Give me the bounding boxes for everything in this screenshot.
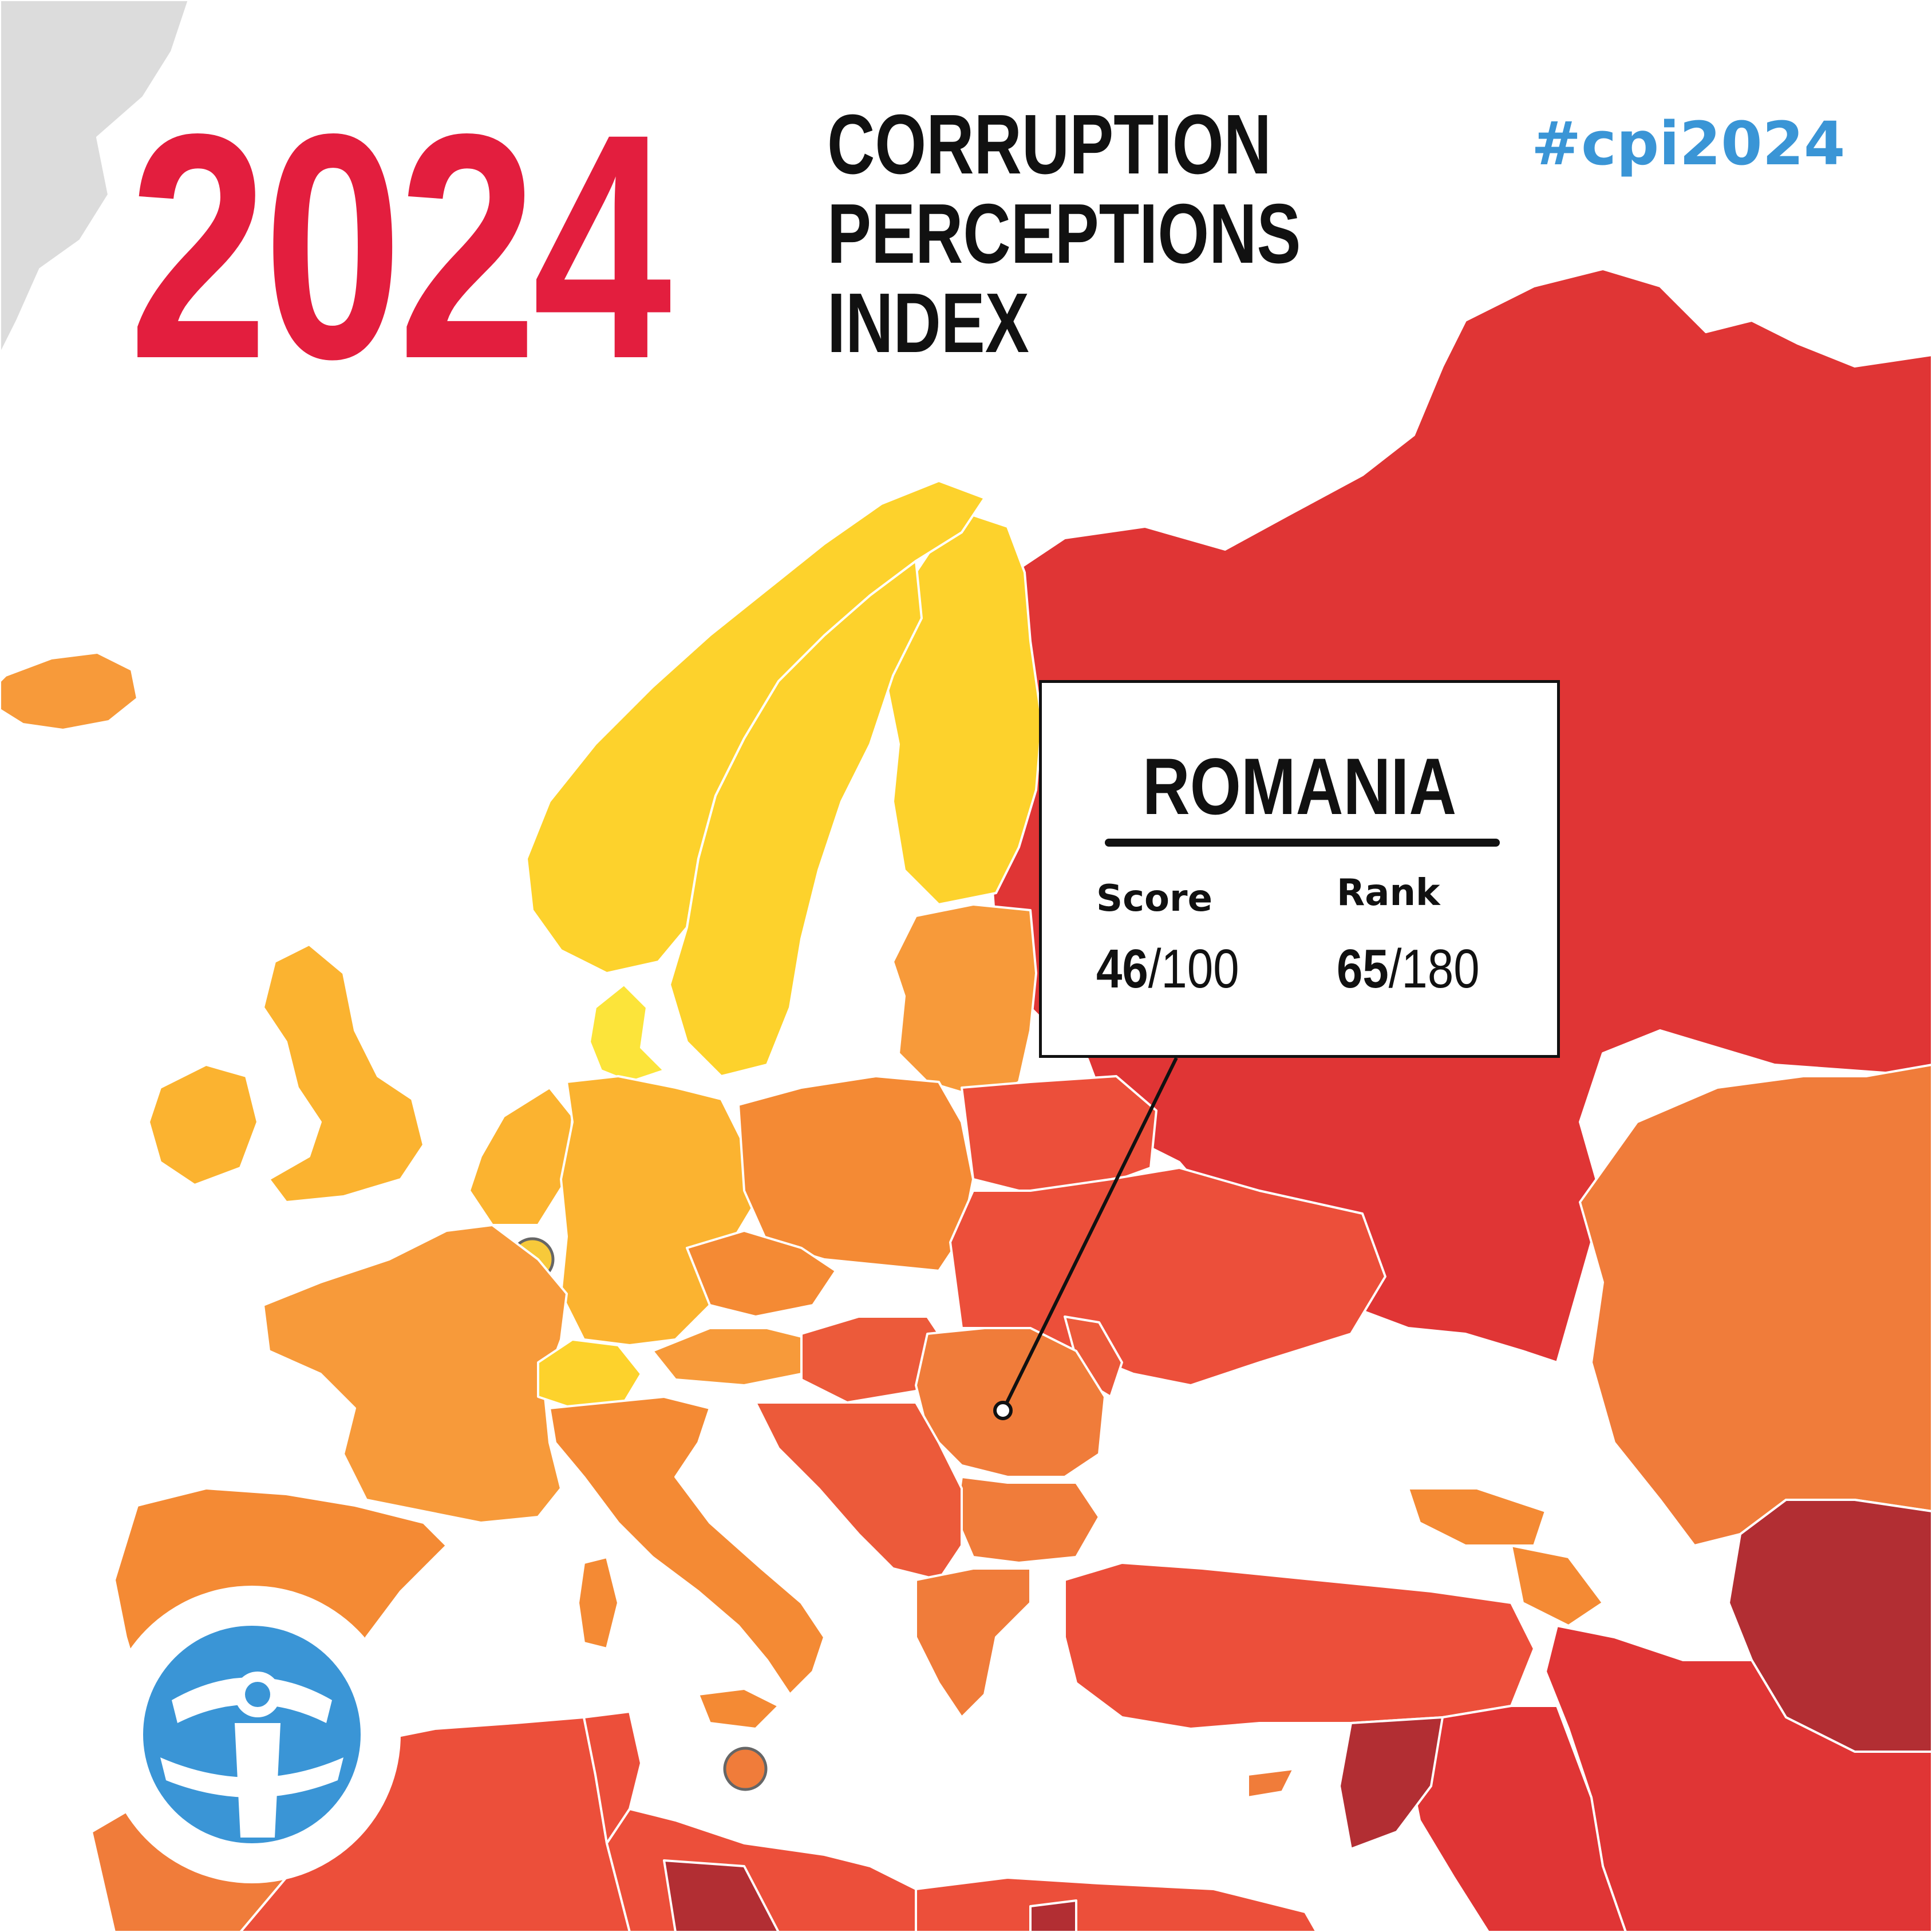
iceland-region[interactable] bbox=[0, 651, 139, 731]
rank-max: /180 bbox=[1388, 938, 1480, 999]
score-number: 46 bbox=[1096, 938, 1148, 999]
sardinia-region[interactable] bbox=[577, 1556, 619, 1650]
transparency-international-logo bbox=[103, 1586, 401, 1883]
benelux-region[interactable] bbox=[468, 1086, 574, 1226]
turkey-region[interactable] bbox=[1064, 1562, 1535, 1730]
czechia-region[interactable] bbox=[686, 1230, 837, 1318]
italy-region[interactable] bbox=[548, 1396, 825, 1696]
iran-region[interactable] bbox=[1544, 1625, 1932, 1932]
united-kingdom-region[interactable] bbox=[262, 943, 425, 1203]
georgia-region[interactable] bbox=[1407, 1487, 1547, 1547]
rank-label: Rank bbox=[1337, 872, 1440, 914]
malta-marker[interactable] bbox=[723, 1747, 768, 1791]
logo-icon bbox=[143, 1626, 361, 1843]
greenland-region[interactable] bbox=[0, 0, 190, 356]
baltics-region[interactable] bbox=[892, 903, 1037, 1100]
score-label: Score bbox=[1096, 878, 1212, 920]
egypt-region[interactable] bbox=[915, 1876, 1318, 1932]
france-region[interactable] bbox=[262, 1224, 568, 1524]
sweden-region[interactable] bbox=[669, 560, 923, 1077]
title-line-1: CORRUPTION bbox=[827, 97, 1272, 192]
headline-year: 2024 bbox=[129, 67, 671, 425]
score-max: /100 bbox=[1148, 938, 1239, 999]
cyprus-region[interactable] bbox=[1247, 1768, 1295, 1799]
title-line-2: PERCEPTIONS bbox=[827, 187, 1301, 281]
rank-number: 65 bbox=[1337, 938, 1389, 999]
sicily-region[interactable] bbox=[697, 1688, 780, 1730]
syria-region[interactable] bbox=[1338, 1716, 1444, 1850]
title-line-3: INDEX bbox=[827, 276, 1029, 370]
libya-east-region[interactable] bbox=[663, 1859, 780, 1932]
greece-region[interactable] bbox=[915, 1567, 1032, 1718]
denmark-region[interactable] bbox=[588, 983, 665, 1083]
azerbaijan-region[interactable] bbox=[1510, 1544, 1604, 1627]
country-tooltip: ROMANIA Score Rank 46/100 65/180 bbox=[1039, 680, 1560, 1058]
balkans-region[interactable] bbox=[754, 1401, 963, 1581]
rank-value: 65/180 bbox=[1337, 938, 1480, 1001]
bulgaria-region[interactable] bbox=[955, 1476, 1100, 1564]
belarus-region[interactable] bbox=[961, 1075, 1157, 1192]
score-value: 46/100 bbox=[1096, 938, 1239, 1001]
tooltip-divider bbox=[1105, 839, 1500, 847]
tooltip-country-name: ROMANIA bbox=[1142, 741, 1457, 831]
kazakhstan-region[interactable] bbox=[1579, 1064, 1932, 1547]
headline-title: CORRUPTION PERCEPTIONS INDEX bbox=[827, 100, 1301, 368]
egypt-sinai-region[interactable] bbox=[1029, 1899, 1077, 1932]
ireland-region[interactable] bbox=[148, 1064, 259, 1186]
switzerland-region[interactable] bbox=[537, 1338, 642, 1409]
hashtag-link[interactable]: #cpi2024 bbox=[1531, 109, 1846, 179]
